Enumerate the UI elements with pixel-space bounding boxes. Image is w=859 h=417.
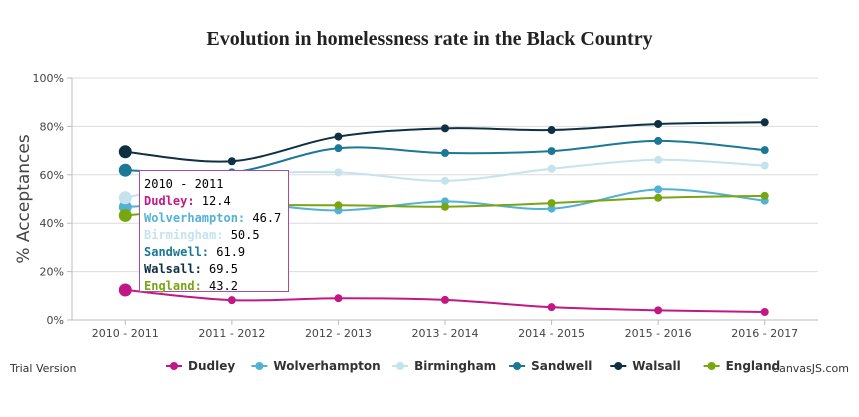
tooltip-series-label: England:: [144, 279, 202, 293]
legend-item-birmingham[interactable]: Birmingham: [392, 359, 496, 373]
legend-label: Birmingham: [414, 359, 496, 373]
tooltip-row: Wolverhampton: 46.7: [144, 210, 284, 227]
tooltip-series-value: 61.9: [209, 245, 246, 259]
legend-item-sandwell[interactable]: Sandwell: [509, 359, 592, 373]
tooltip-series-label: Walsall:: [144, 262, 202, 276]
data-point-birmingham: [441, 176, 449, 185]
data-point-walsall: [118, 145, 132, 159]
data-point-sandwell: [441, 149, 449, 158]
tooltip-series-value: 43.2: [201, 279, 238, 293]
tooltip-series-value: 50.5: [223, 228, 260, 242]
tooltip-row: Dudley: 12.4: [144, 193, 284, 210]
chart-title: Evolution in homelessness rate in the Bl…: [206, 28, 653, 50]
tooltip-row: Birmingham: 50.5: [144, 227, 284, 244]
legend-label: England: [726, 359, 781, 373]
data-point-walsall: [547, 126, 556, 135]
legend-marker: [170, 362, 178, 370]
data-point-wolverhampton: [654, 185, 663, 194]
y-tick-label: 20%: [40, 266, 64, 279]
data-point-sandwell: [654, 136, 663, 145]
data-point-sandwell: [118, 163, 132, 177]
data-point-wolverhampton: [547, 204, 556, 213]
y-tick-label: 40%: [40, 217, 64, 230]
data-point-england: [547, 199, 556, 208]
data-point-england: [118, 208, 132, 222]
data-point-dudley: [547, 303, 556, 312]
legend-item-dudley[interactable]: Dudley: [166, 359, 235, 373]
data-point-birmingham: [654, 155, 663, 164]
legend-label: Dudley: [188, 359, 235, 373]
chart-tooltip: 2010 - 2011 Dudley: 12.4 Wolverhampton: 4…: [139, 170, 289, 295]
tooltip-series-label: Sandwell:: [144, 245, 210, 259]
tooltip-row: Walsall: 69.5: [144, 261, 284, 278]
x-tick-label: 2014 - 2015: [518, 327, 585, 340]
data-point-england: [334, 201, 343, 210]
y-tick-label: 60%: [40, 169, 64, 182]
data-point-walsall: [760, 118, 769, 127]
data-point-england: [654, 193, 663, 202]
data-point-dudley: [227, 296, 236, 305]
legend-marker: [707, 362, 716, 370]
tooltip-series-label: Birmingham:: [144, 228, 224, 242]
legend-marker: [396, 362, 405, 370]
y-tick-label: 100%: [33, 72, 64, 85]
data-point-birmingham: [547, 164, 556, 173]
legend-item-walsall[interactable]: Walsall: [610, 359, 681, 373]
series-line-sandwell: [125, 139, 765, 175]
trial-version-label: Trial Version: [10, 362, 77, 375]
x-tick-label: 2010 - 2011: [92, 327, 159, 340]
data-point-walsall: [654, 119, 663, 128]
legend-marker: [614, 362, 623, 370]
data-point-dudley: [334, 294, 343, 303]
y-tick-label: 0%: [47, 314, 64, 327]
canvasjs-credit-link[interactable]: CanvasJS.com: [771, 362, 849, 375]
data-point-dudley: [118, 283, 132, 297]
x-tick-label: 2013 - 2014: [412, 327, 479, 340]
data-point-dudley: [441, 295, 449, 304]
data-point-walsall: [227, 157, 236, 166]
legend-marker: [513, 362, 522, 370]
legend-item-wolverhampton[interactable]: Wolverhampton: [251, 359, 381, 373]
data-point-birmingham: [118, 191, 132, 205]
y-tick-label: 80%: [40, 120, 64, 133]
x-tick-label: 2015 - 2016: [625, 327, 692, 340]
data-point-sandwell: [334, 144, 343, 153]
tooltip-series-value: 69.5: [201, 262, 238, 276]
tooltip-series-value: 46.7: [245, 211, 282, 225]
data-point-walsall: [334, 132, 343, 141]
x-tick-label: 2012 - 2013: [305, 327, 372, 340]
data-point-birmingham: [760, 161, 769, 170]
legend-label: Walsall: [632, 359, 681, 373]
tooltip-row: England: 43.2: [144, 278, 284, 295]
tooltip-row: Sandwell: 61.9: [144, 244, 284, 261]
data-point-walsall: [441, 124, 449, 133]
legend-label: Sandwell: [531, 359, 592, 373]
data-point-birmingham: [334, 168, 343, 177]
data-point-england: [441, 202, 449, 211]
legend-item-england[interactable]: England: [703, 359, 781, 373]
data-point-sandwell: [547, 147, 556, 156]
data-point-dudley: [654, 306, 663, 315]
tooltip-series-label: Dudley:: [144, 194, 195, 208]
x-tick-label: 2011 - 2012: [198, 327, 265, 340]
y-axis-title: % Acceptances: [14, 134, 34, 263]
x-tick-label: 2016 - 2017: [731, 327, 798, 340]
legend-label: Wolverhampton: [273, 359, 380, 373]
tooltip-series-label: Wolverhampton:: [144, 211, 246, 225]
data-point-sandwell: [760, 146, 769, 155]
data-point-dudley: [760, 308, 769, 317]
legend-marker: [255, 362, 264, 370]
data-point-england: [760, 191, 769, 200]
tooltip-header: 2010 - 2011: [144, 177, 224, 191]
tooltip-series-value: 12.4: [194, 194, 231, 208]
